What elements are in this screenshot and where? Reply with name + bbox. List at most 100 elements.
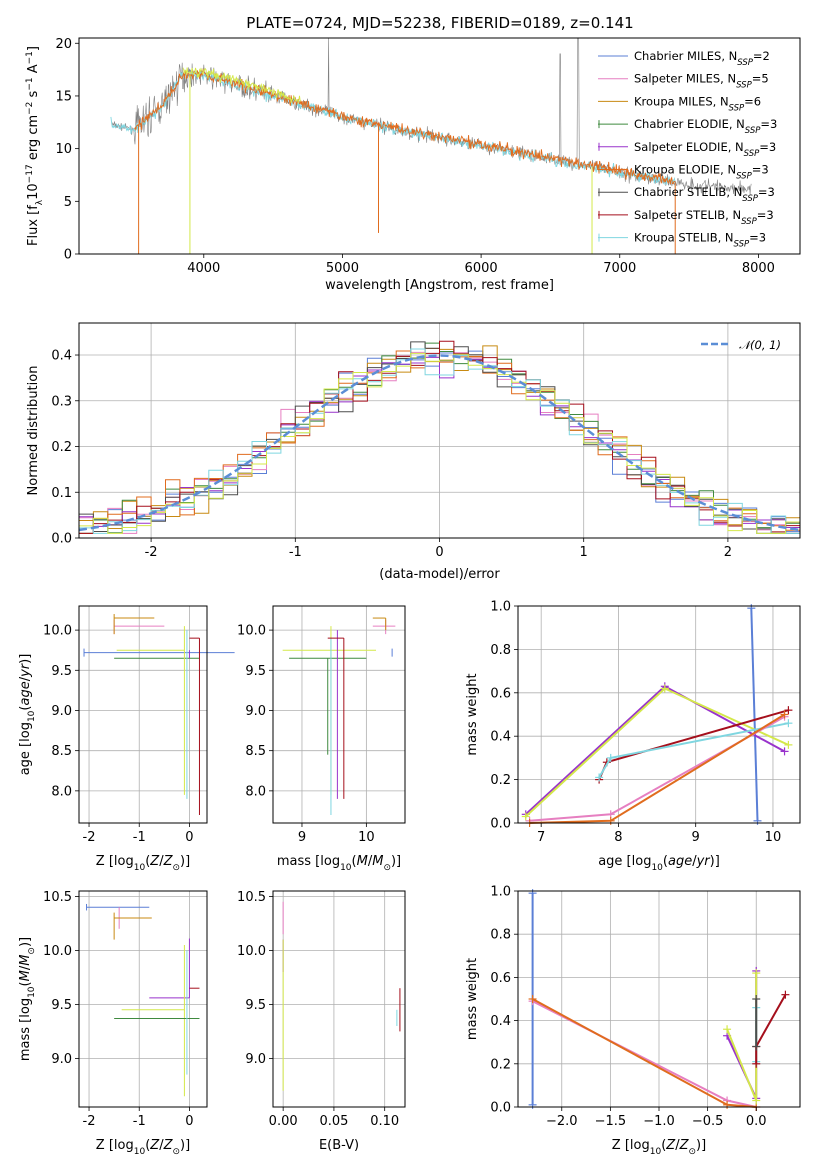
x-axis-label: Z [log10(Z/Z⊙)] xyxy=(96,854,190,873)
legend-label-sub: SSP xyxy=(734,240,750,250)
error-bar-point xyxy=(116,626,185,795)
residual-legend: 𝒩(0, 1) xyxy=(701,338,781,352)
age_vs_mass-plot-area xyxy=(282,617,396,815)
axes-frame xyxy=(78,890,208,1108)
label-part: )] xyxy=(180,854,190,869)
x-tick-label: 0 xyxy=(435,545,443,560)
y-tick-label: 0.2 xyxy=(490,1057,511,1072)
model-spectrum xyxy=(182,67,302,105)
axes-frame xyxy=(78,37,801,255)
y-tick-label: 0.8 xyxy=(490,643,511,658)
label-part: ( xyxy=(18,706,33,711)
legend-label: Kroupa STELIB, NSSP=3 xyxy=(634,231,766,250)
label-part: Z [ xyxy=(96,1138,114,1153)
legend-label: Chabrier ELODIE, NSSP=3 xyxy=(634,117,777,136)
x-tick-label: −0.5 xyxy=(692,1114,724,1129)
error-bar-point xyxy=(372,619,396,635)
legend-label-sub: SSP xyxy=(744,149,760,159)
label-part: 10 xyxy=(27,710,37,722)
y-tick-label: 9.5 xyxy=(51,998,72,1013)
y-tick-label: 10 xyxy=(55,142,72,157)
x-tick-label: -1 xyxy=(133,1114,146,1129)
y-axis-label: Flux [fλ10−17 erg cm−2 s−1 A−1] xyxy=(25,46,45,246)
label-part: log xyxy=(630,1138,650,1153)
label-part: ( xyxy=(661,1138,666,1153)
label-part: )] xyxy=(696,1138,706,1153)
y-tick-label: 0.8 xyxy=(490,928,511,943)
y-tick-label: 8.0 xyxy=(245,784,266,799)
x-tick-label: -2 xyxy=(145,545,158,560)
weight-series xyxy=(726,973,758,1101)
label-part: erg cm xyxy=(26,115,41,164)
weight_vs_Z-plot-area xyxy=(528,889,790,1111)
label-part: / xyxy=(675,1138,680,1153)
y-axis-label: Normed distribution xyxy=(26,366,41,496)
label-part: 10 xyxy=(134,863,146,873)
legend-label-count: =2 xyxy=(753,49,770,63)
age_vs_Z-plot-area xyxy=(83,614,235,815)
legend-label: Kroupa MILES, NSSP=6 xyxy=(634,94,761,113)
axes-frame xyxy=(517,890,801,1108)
x-tick-label: 0.00 xyxy=(269,1114,298,1129)
mass_vs_Z-plot-area xyxy=(86,903,200,1097)
label-part: / xyxy=(18,965,33,970)
error-bar-point xyxy=(189,637,200,815)
label-part: Z [ xyxy=(612,1138,630,1153)
x-tick-label: 0.10 xyxy=(370,1114,399,1129)
label-part: A xyxy=(26,64,41,77)
y-tick-label: 10.5 xyxy=(43,890,72,905)
error-bar-point xyxy=(289,657,367,755)
spectrum-plot-area xyxy=(110,37,752,254)
legend-label: Salpeter ELODIE, NSSP=3 xyxy=(634,140,776,159)
legend-label-sub: SSP xyxy=(742,194,758,204)
label-part: M xyxy=(18,955,33,966)
residual-histogram xyxy=(79,352,800,534)
label-part: yr xyxy=(696,854,712,869)
legend-label-sub: SSP xyxy=(729,103,745,113)
y-tick-label: 8.0 xyxy=(51,784,72,799)
legend-label: Kroupa ELODIE, NSSP=3 xyxy=(634,163,769,182)
y-tick-label: 9.5 xyxy=(51,664,72,679)
label-part: ( xyxy=(145,854,150,869)
weight-series xyxy=(755,994,787,1064)
label-part: yr xyxy=(18,662,33,678)
x-axis-label: E(B-V) xyxy=(319,1138,359,1153)
y-tick-label: 10.0 xyxy=(237,624,266,639)
x-axis-label: wavelength [Angstrom, rest frame] xyxy=(325,278,554,293)
axes-frame xyxy=(517,605,801,824)
label-part: 10 xyxy=(134,1147,146,1157)
label-part: 10 xyxy=(340,863,352,873)
label-part: Z [ xyxy=(96,854,114,869)
y-tick-label: 0.0 xyxy=(490,817,511,832)
y-tick-label: 9.0 xyxy=(51,704,72,719)
label-part: age [ xyxy=(598,854,631,869)
x-axis-label: Z [log10(Z/Z⊙)] xyxy=(96,1138,190,1157)
error-bar-point xyxy=(121,945,185,1097)
y-tick-label: 8.5 xyxy=(51,744,72,759)
label-part: )] xyxy=(391,854,401,869)
label-part: 10 xyxy=(27,986,37,998)
residuals-plot-area xyxy=(78,340,801,534)
legend-label-count: =3 xyxy=(752,163,769,177)
axes-frame xyxy=(78,605,208,824)
y-tick-label: 0.4 xyxy=(51,349,72,364)
label-part: / xyxy=(368,854,373,869)
x-tick-label: −1.0 xyxy=(643,1114,675,1129)
label-part: / xyxy=(159,1138,164,1153)
label-part: Z xyxy=(149,854,160,869)
x-tick-label: 10 xyxy=(358,830,375,845)
label-part: log xyxy=(114,854,134,869)
label-part: M xyxy=(372,854,383,869)
legend-label-count: =3 xyxy=(749,231,766,245)
legend-label-count: =3 xyxy=(758,185,775,199)
legend-label-main: Kroupa ELODIE, N xyxy=(634,163,736,177)
y-tick-label: 9.5 xyxy=(245,998,266,1013)
label-part: log xyxy=(18,722,33,742)
y-tick-label: 0.1 xyxy=(51,486,72,501)
axes-frame xyxy=(272,605,406,824)
error-bar-point xyxy=(113,912,152,940)
